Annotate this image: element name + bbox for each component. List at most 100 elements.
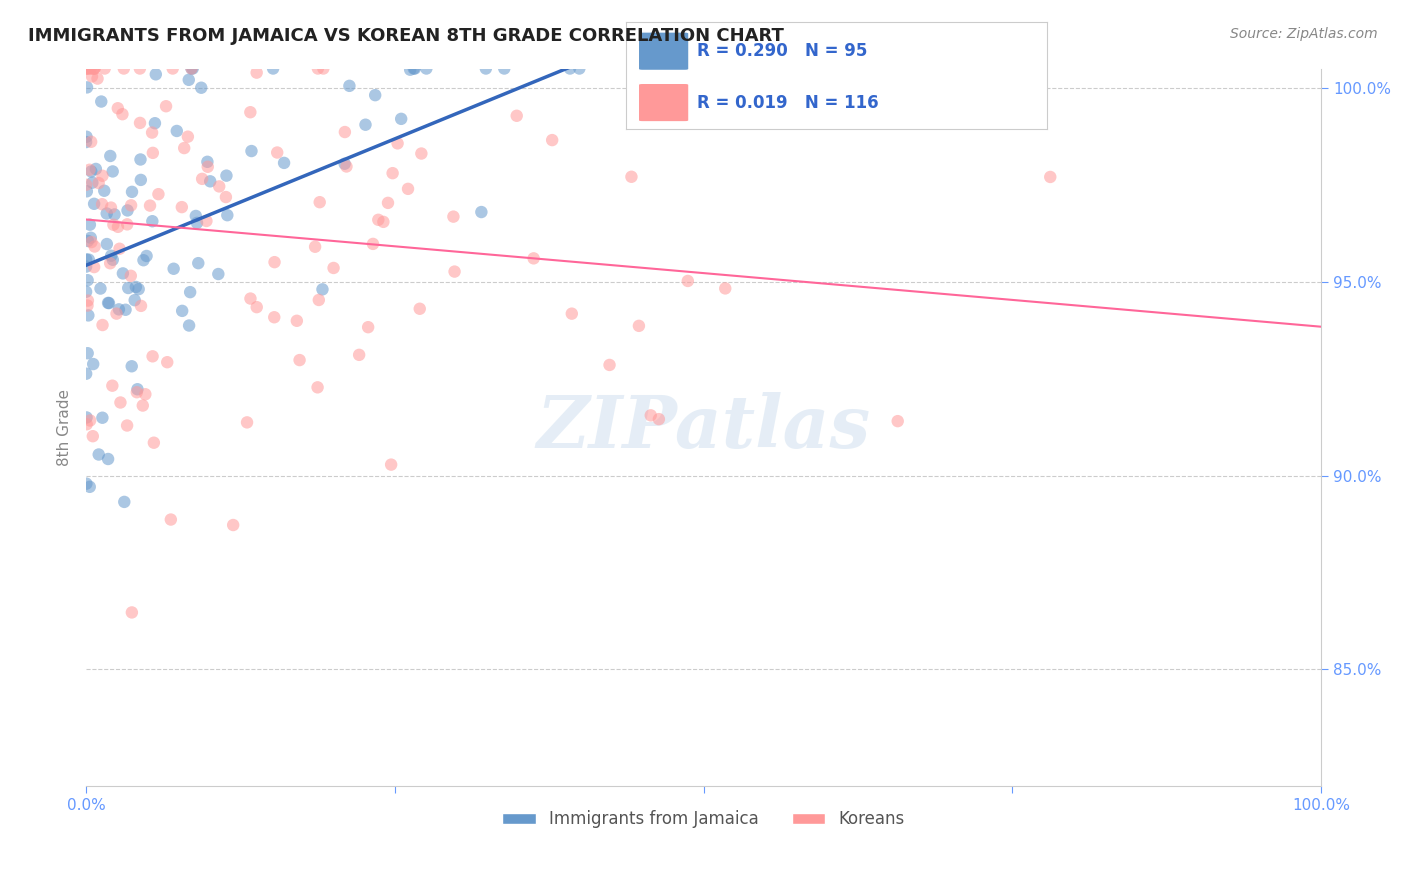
Point bbox=[335, 160, 357, 174]
Point bbox=[79, 413, 101, 427]
Point bbox=[387, 136, 409, 151]
Point bbox=[76, 417, 98, 432]
Point bbox=[75, 260, 97, 274]
Point bbox=[103, 218, 125, 232]
Point bbox=[108, 302, 131, 317]
Point bbox=[142, 349, 165, 363]
Point bbox=[181, 62, 204, 76]
Point bbox=[129, 299, 152, 313]
Point bbox=[197, 160, 219, 174]
Point bbox=[288, 353, 311, 368]
Point bbox=[177, 318, 200, 333]
Point bbox=[98, 149, 121, 163]
Point bbox=[620, 169, 643, 184]
Point bbox=[307, 62, 329, 76]
Point bbox=[91, 318, 114, 332]
Point bbox=[101, 378, 124, 392]
Point bbox=[75, 62, 97, 76]
Point bbox=[97, 296, 120, 310]
Point bbox=[135, 249, 157, 263]
Point bbox=[215, 169, 238, 183]
Point bbox=[115, 418, 138, 433]
Point bbox=[75, 135, 97, 149]
Point bbox=[380, 458, 402, 472]
Point bbox=[148, 187, 170, 202]
Point bbox=[76, 62, 98, 76]
Point bbox=[120, 268, 142, 283]
Point bbox=[124, 293, 146, 308]
Point bbox=[80, 235, 103, 249]
Point bbox=[246, 300, 269, 314]
Point bbox=[441, 210, 464, 224]
Point bbox=[101, 164, 124, 178]
Point bbox=[142, 435, 165, 450]
Point bbox=[141, 214, 163, 228]
Point bbox=[82, 176, 104, 190]
Point bbox=[262, 62, 284, 76]
Point bbox=[117, 281, 139, 295]
Point bbox=[103, 207, 125, 221]
Point bbox=[711, 62, 734, 76]
Point bbox=[179, 285, 201, 300]
Point bbox=[101, 252, 124, 267]
Point bbox=[75, 367, 97, 381]
Point bbox=[86, 71, 108, 86]
Point bbox=[173, 141, 195, 155]
Point bbox=[79, 162, 101, 177]
Point bbox=[91, 197, 114, 211]
Point bbox=[93, 184, 115, 198]
Point bbox=[494, 62, 516, 76]
Point bbox=[506, 109, 529, 123]
Point bbox=[89, 281, 111, 295]
Point bbox=[76, 273, 98, 287]
Point bbox=[76, 129, 98, 144]
Point bbox=[191, 172, 214, 186]
Point bbox=[377, 195, 399, 210]
Point bbox=[333, 157, 356, 171]
Point bbox=[266, 145, 288, 160]
Point bbox=[195, 214, 218, 228]
Point bbox=[627, 318, 650, 333]
Point bbox=[373, 215, 395, 229]
Point bbox=[120, 198, 142, 212]
Point bbox=[134, 387, 156, 401]
Point bbox=[155, 99, 177, 113]
Point bbox=[180, 62, 202, 76]
Point bbox=[648, 412, 671, 426]
Point bbox=[83, 260, 105, 274]
Point bbox=[162, 62, 184, 76]
Point bbox=[364, 88, 387, 103]
Point bbox=[409, 301, 432, 316]
Point bbox=[347, 348, 370, 362]
Text: Source: ZipAtlas.com: Source: ZipAtlas.com bbox=[1230, 27, 1378, 41]
Point bbox=[541, 133, 564, 147]
Point bbox=[75, 285, 97, 299]
Point bbox=[312, 62, 335, 76]
Point bbox=[470, 205, 492, 219]
Point bbox=[404, 62, 426, 76]
Text: R = 0.019   N = 116: R = 0.019 N = 116 bbox=[697, 94, 879, 112]
Point bbox=[132, 399, 155, 413]
Point bbox=[97, 452, 120, 467]
Point bbox=[100, 249, 122, 263]
Point bbox=[83, 62, 105, 76]
Point bbox=[186, 216, 208, 230]
Point bbox=[308, 293, 330, 307]
Point bbox=[108, 242, 131, 256]
Point bbox=[82, 62, 104, 76]
Point bbox=[166, 124, 188, 138]
Point bbox=[402, 62, 425, 76]
Point bbox=[307, 380, 329, 394]
Point bbox=[117, 203, 139, 218]
Point bbox=[177, 129, 200, 144]
Point bbox=[76, 299, 98, 313]
Point bbox=[129, 173, 152, 187]
Point bbox=[115, 218, 138, 232]
Point bbox=[121, 606, 143, 620]
Point bbox=[389, 112, 412, 126]
Point bbox=[80, 135, 103, 149]
Point bbox=[121, 185, 143, 199]
Point bbox=[782, 62, 804, 76]
Point bbox=[676, 274, 699, 288]
Point bbox=[93, 62, 115, 76]
